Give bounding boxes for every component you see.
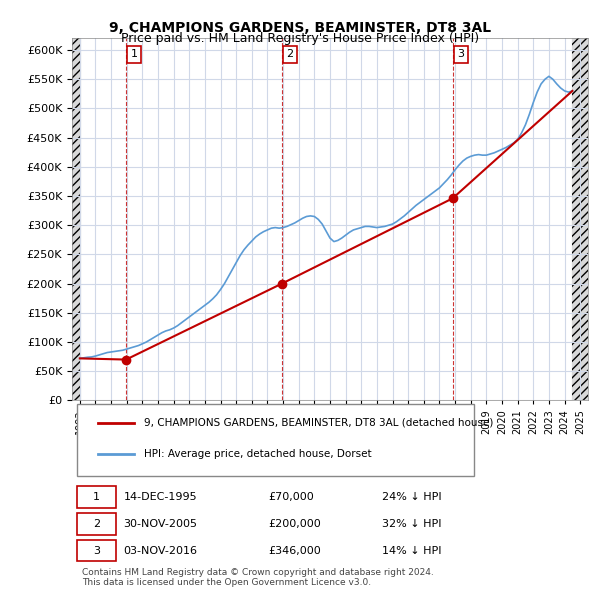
- Bar: [72, 38, 80, 401]
- Text: £70,000: £70,000: [268, 492, 314, 502]
- Text: 24% ↓ HPI: 24% ↓ HPI: [382, 492, 441, 502]
- Text: Contains HM Land Registry data © Crown copyright and database right 2024.: Contains HM Land Registry data © Crown c…: [82, 568, 434, 577]
- Text: 1: 1: [131, 49, 138, 59]
- Text: 3: 3: [93, 546, 100, 556]
- FancyBboxPatch shape: [77, 540, 116, 562]
- Text: 9, CHAMPIONS GARDENS, BEAMINSTER, DT8 3AL: 9, CHAMPIONS GARDENS, BEAMINSTER, DT8 3A…: [109, 21, 491, 35]
- Bar: [572, 38, 588, 401]
- Text: This data is licensed under the Open Government Licence v3.0.: This data is licensed under the Open Gov…: [82, 578, 371, 586]
- Text: 30-NOV-2005: 30-NOV-2005: [124, 519, 197, 529]
- Text: 1: 1: [93, 492, 100, 502]
- Text: £200,000: £200,000: [268, 519, 321, 529]
- Text: 3: 3: [457, 49, 464, 59]
- Text: £346,000: £346,000: [268, 546, 321, 556]
- Text: 03-NOV-2016: 03-NOV-2016: [124, 546, 197, 556]
- Text: 2: 2: [287, 49, 293, 59]
- Text: HPI: Average price, detached house, Dorset: HPI: Average price, detached house, Dors…: [144, 449, 372, 459]
- Text: 32% ↓ HPI: 32% ↓ HPI: [382, 519, 441, 529]
- Text: 14% ↓ HPI: 14% ↓ HPI: [382, 546, 441, 556]
- Text: 9, CHAMPIONS GARDENS, BEAMINSTER, DT8 3AL (detached house): 9, CHAMPIONS GARDENS, BEAMINSTER, DT8 3A…: [144, 418, 494, 428]
- Text: Price paid vs. HM Land Registry's House Price Index (HPI): Price paid vs. HM Land Registry's House …: [121, 32, 479, 45]
- Text: 14-DEC-1995: 14-DEC-1995: [124, 492, 197, 502]
- Bar: [72, 38, 80, 401]
- FancyBboxPatch shape: [77, 404, 475, 476]
- FancyBboxPatch shape: [77, 513, 116, 535]
- Bar: [572, 38, 588, 401]
- FancyBboxPatch shape: [77, 486, 116, 508]
- Text: 2: 2: [92, 519, 100, 529]
